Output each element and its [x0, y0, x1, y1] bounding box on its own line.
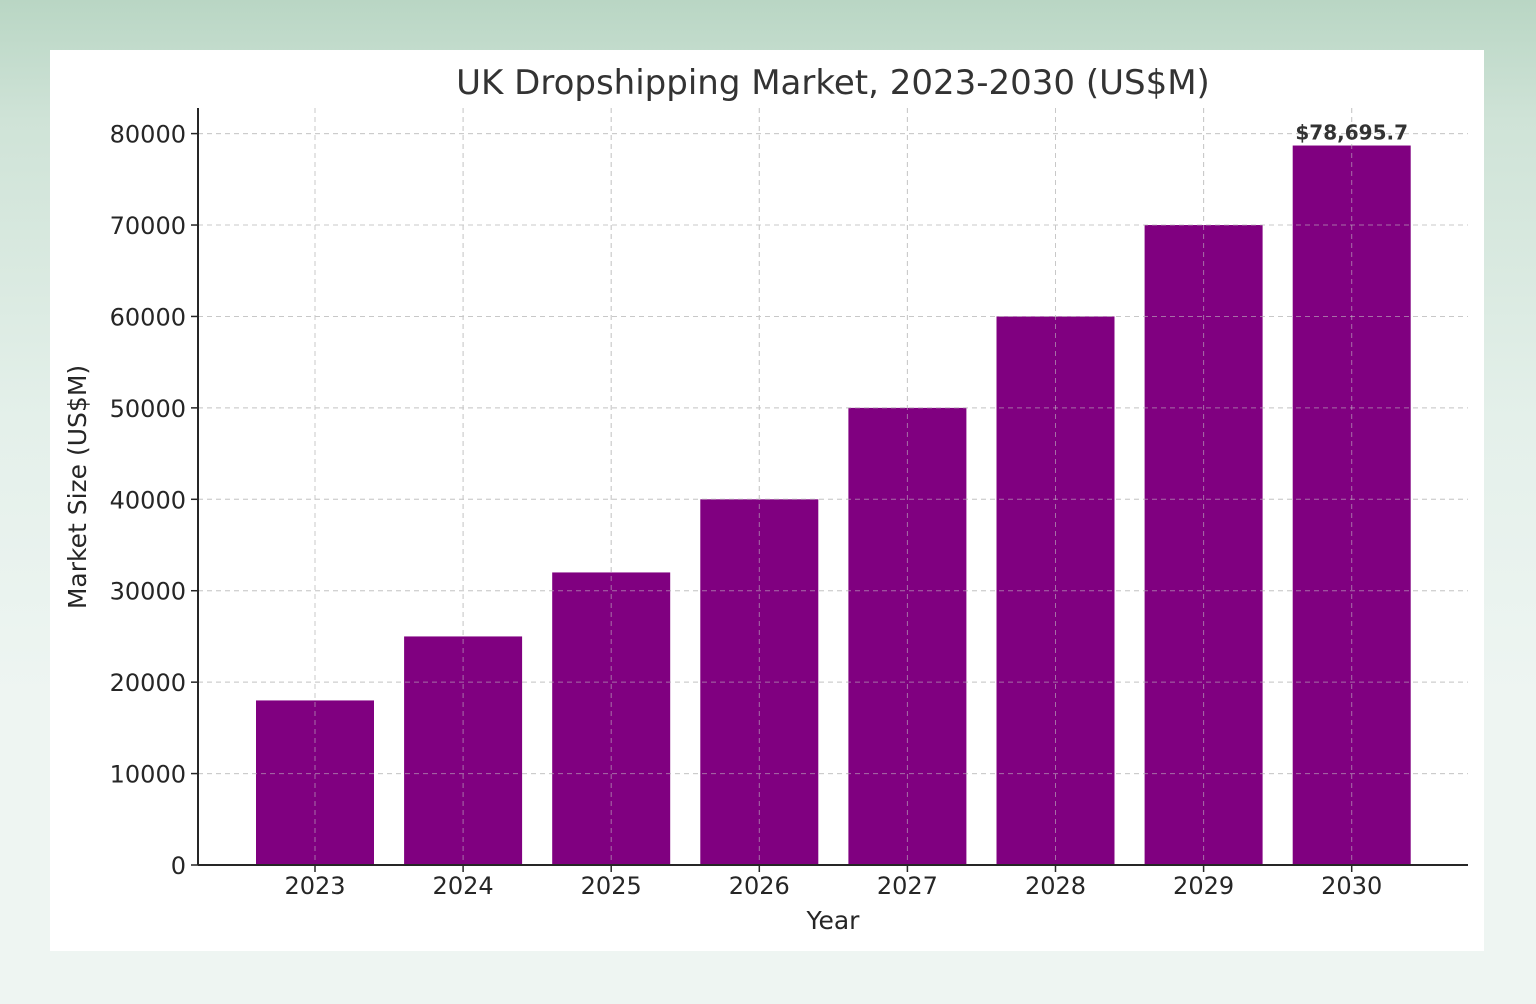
data-label-2030: $78,695.7: [1295, 121, 1408, 145]
y-tick-label: 80000: [110, 121, 186, 149]
x-tick-label: 2024: [433, 872, 494, 900]
x-axis-ticks: 2023 2024 2025 2026 2027 2028 2029 2030: [284, 865, 1382, 900]
y-axis-title: Market Size (US$M): [63, 365, 92, 609]
y-tick-label: 0: [171, 852, 186, 880]
y-tick-label: 30000: [110, 578, 186, 606]
x-tick-label: 2025: [581, 872, 642, 900]
data-labels: $78,695.7: [1295, 121, 1408, 145]
x-tick-label: 2026: [729, 872, 790, 900]
grid: [198, 108, 1468, 866]
y-tick-label: 20000: [110, 669, 186, 697]
bar-chart: UK Dropshipping Market, 2023-2030 (US$M)…: [63, 63, 1468, 935]
grid-overlay: [198, 108, 1468, 866]
x-tick-label: 2027: [877, 872, 938, 900]
x-tick-label: 2029: [1173, 872, 1234, 900]
y-tick-label: 40000: [110, 486, 186, 514]
y-tick-label: 60000: [110, 303, 186, 331]
x-tick-label: 2023: [284, 872, 345, 900]
y-tick-label: 10000: [110, 761, 186, 789]
bar-2027: [848, 407, 967, 865]
axes: [197, 108, 1468, 866]
y-tick-label: 50000: [110, 395, 186, 423]
x-tick-label: 2030: [1321, 872, 1382, 900]
bars: [256, 145, 1411, 865]
y-tick-label: 70000: [110, 212, 186, 240]
y-axis-ticks: 0 10000 20000 30000 40000 50000 60000 70000 8000…: [110, 121, 198, 880]
chart-title: UK Dropshipping Market, 2023-2030 (US$M): [456, 63, 1210, 103]
x-axis-title: Year: [806, 906, 861, 935]
chart-card: UK Dropshipping Market, 2023-2030 (US$M)…: [50, 50, 1484, 951]
x-tick-label: 2028: [1025, 872, 1086, 900]
